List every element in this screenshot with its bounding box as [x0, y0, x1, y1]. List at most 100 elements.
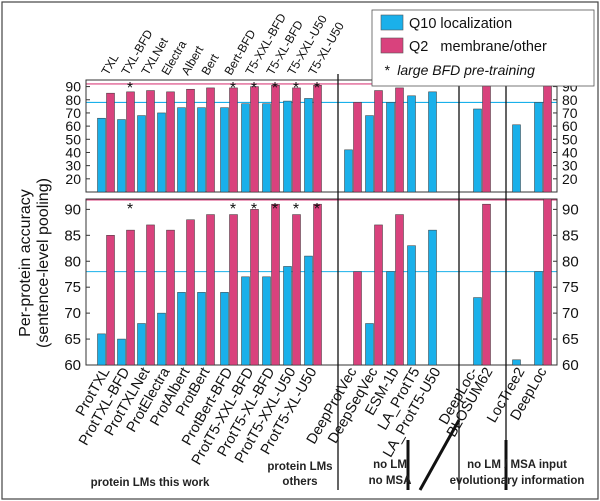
- bar-q10-p0-8: [262, 103, 271, 193]
- group-label-3-0: no LM / MSA input: [467, 459, 567, 471]
- bar-q10-p1-1: [117, 338, 126, 366]
- top-category-label-0: TXL: [98, 51, 121, 77]
- bar-q10-p1-14: [407, 245, 416, 366]
- y-axis-label-2: (sentence-level pooling): [35, 178, 52, 348]
- bar-q2-p0-8: [271, 85, 280, 193]
- bar-q2-p0-13: [395, 87, 404, 193]
- bfd-star-p1-1: *: [230, 201, 236, 218]
- bar-q10-p1-2: [137, 323, 146, 366]
- bar-q10-p0-6: [220, 107, 229, 193]
- group-label-1-0: protein LMs: [267, 461, 332, 473]
- bar-q10-p0-12: [365, 115, 374, 193]
- legend-swatch-q10: [380, 14, 404, 31]
- legend-swatch-q2: [380, 37, 404, 54]
- bar-q2-p1-10: [313, 203, 322, 366]
- group-labels: protein LMs this work protein LMs others no…: [91, 459, 585, 489]
- bar-q10-p0-10: [304, 98, 313, 193]
- ytick-label-left-0-2: 40: [65, 144, 81, 160]
- ytick-label-right-1-1: 65: [562, 331, 579, 348]
- bfd-star-p1-3: *: [272, 201, 278, 218]
- bar-q10-p0-17: [512, 124, 521, 193]
- ytick-label-left-1-4: 80: [64, 253, 81, 270]
- ytick-label-right-0-3: 50: [562, 131, 578, 147]
- bar-q2-p1-1: [126, 229, 135, 366]
- ytick-label-right-0-2: 40: [562, 144, 578, 160]
- bar-q10-p0-5: [197, 107, 206, 193]
- bar-q10-p0-4: [177, 107, 186, 193]
- bar-q2-p1-6: [229, 214, 238, 366]
- ytick-label-left-1-1: 65: [64, 331, 81, 348]
- x-category-labels: ProtTXLProtTXL-BFDProtTXLNetProtElectraP…: [73, 364, 550, 468]
- bar-q2-p0-5: [206, 87, 215, 193]
- bar-q10-p0-0: [97, 117, 106, 193]
- ytick-label-left-0-3: 50: [65, 131, 81, 147]
- bar-q10-p0-14: [407, 95, 416, 193]
- ytick-label-right-0-5: 70: [562, 105, 578, 121]
- bar-q10-p1-10: [304, 255, 313, 366]
- bar-q10-p0-13: [386, 102, 395, 193]
- bfd-star-p0-2: *: [251, 80, 257, 97]
- bar-q10-p1-3: [157, 312, 166, 366]
- bfd-star-p0-4: *: [293, 80, 299, 97]
- bar-q2-p1-0: [106, 235, 115, 366]
- group-separators: [337, 74, 508, 491]
- bar-q10-p1-6: [220, 292, 229, 366]
- bar-q10-p0-16: [473, 108, 482, 193]
- bar-q2-p0-0: [106, 92, 115, 193]
- ytick-label-right-1-0: 60: [562, 357, 579, 374]
- bar-q2-p1-13: [395, 214, 404, 366]
- bfd-star-p1-0: *: [127, 201, 133, 218]
- ytick-label-right-0-6: 80: [562, 92, 578, 108]
- legend-label-q2: Q2 membrane/other: [409, 39, 547, 55]
- bfd-star-p0-1: *: [230, 80, 236, 97]
- ytick-label-left-1-5: 85: [64, 227, 81, 244]
- bar-q10-p1-16: [473, 297, 482, 366]
- bar-q2-p1-18: [543, 198, 552, 366]
- bar-q2-p0-10: [313, 85, 322, 193]
- ytick-label-right-1-2: 70: [562, 305, 579, 322]
- bar-q10-p1-4: [177, 292, 186, 366]
- ytick-label-left-1-0: 60: [64, 357, 81, 374]
- bar-q10-p1-18: [534, 271, 543, 366]
- bar-q2-p0-1: [126, 91, 135, 193]
- bar-q10-p0-18: [534, 102, 543, 193]
- ytick-label-right-1-5: 85: [562, 227, 579, 244]
- bar-q2-p1-16: [482, 203, 491, 366]
- bar-q10-p0-15: [428, 91, 437, 193]
- ytick-label-right-0-0: 20: [562, 171, 578, 187]
- ytick-label-left-0-1: 30: [65, 158, 81, 174]
- bar-q2-p1-5: [206, 214, 215, 366]
- ytick-label-left-0-4: 60: [65, 118, 81, 134]
- bar-q2-p0-9: [292, 87, 301, 193]
- bar-q10-p1-12: [365, 323, 374, 366]
- bar-q10-p0-3: [157, 112, 166, 193]
- ytick-label-left-1-6: 90: [64, 201, 81, 218]
- bar-q10-p1-7: [241, 276, 250, 366]
- bar-q2-p0-18: [543, 83, 552, 193]
- bfd-star-p0-3: *: [272, 80, 278, 97]
- ytick-label-left-0-5: 70: [65, 105, 81, 121]
- legend-label-q10: Q10 localization: [409, 16, 512, 32]
- ytick-label-right-1-4: 80: [562, 253, 579, 270]
- bar-q10-p1-8: [262, 276, 271, 366]
- ytick-label-right-1-3: 75: [562, 279, 579, 296]
- bar-q2-p1-7: [250, 209, 259, 366]
- bar-q2-p1-12: [374, 224, 383, 366]
- bfd-star-p1-4: *: [293, 201, 299, 218]
- ytick-label-right-0-4: 60: [562, 118, 578, 134]
- bar-q2-p1-2: [146, 224, 155, 366]
- bar-q10-p0-1: [117, 119, 126, 193]
- ytick-label-left-1-3: 75: [64, 279, 81, 296]
- bar-q2-p0-6: [229, 87, 238, 193]
- ytick-label-right-1-6: 90: [562, 201, 579, 218]
- bar-q2-p1-3: [166, 229, 175, 366]
- bar-q2-p0-4: [186, 88, 195, 193]
- bar-q2-p0-2: [146, 90, 155, 193]
- group-label-2-1: no MSA: [369, 475, 412, 487]
- bar-q10-p0-11: [344, 149, 353, 193]
- bar-q10-p1-9: [283, 266, 292, 366]
